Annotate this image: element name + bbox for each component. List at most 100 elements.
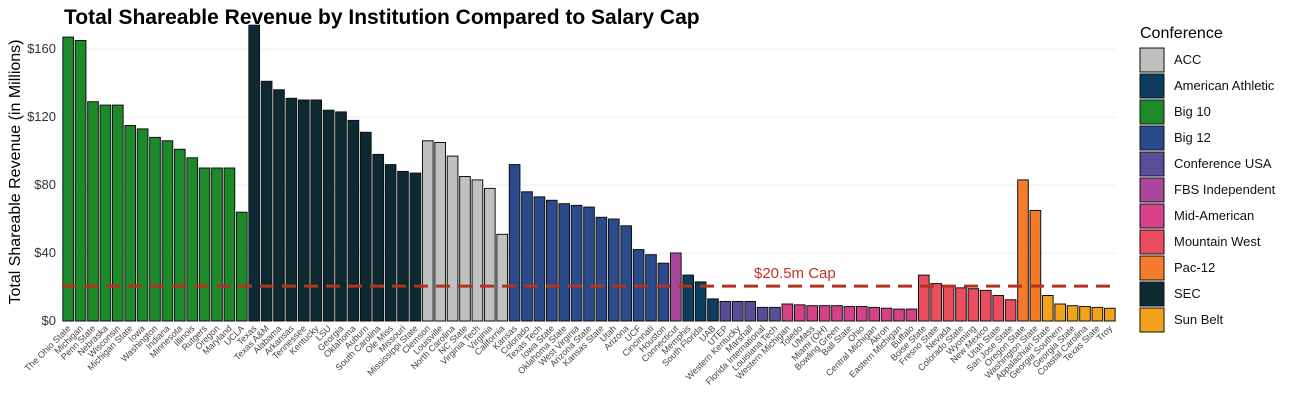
bar	[248, 24, 261, 322]
legend-title: Conference	[1140, 25, 1223, 42]
legend-label: Mountain West	[1174, 234, 1261, 249]
bar	[446, 155, 459, 322]
bar	[409, 172, 422, 322]
bar	[682, 274, 695, 322]
bar	[781, 303, 794, 322]
legend-swatch	[1139, 203, 1165, 229]
bar	[893, 308, 905, 322]
bar	[173, 148, 186, 322]
bar	[1091, 306, 1104, 322]
bar	[136, 128, 149, 322]
bar	[607, 218, 620, 322]
legend-label: ACC	[1174, 52, 1201, 67]
y-tick-label: $120	[27, 109, 56, 124]
bar	[1103, 307, 1116, 322]
bar	[806, 305, 819, 322]
bar	[310, 99, 323, 322]
bar	[1054, 303, 1067, 322]
legend-label: Sun Belt	[1174, 312, 1224, 327]
legend-swatch	[1139, 99, 1165, 125]
bar	[161, 140, 174, 322]
bar	[1017, 179, 1029, 322]
bar	[1029, 210, 1042, 322]
bar	[942, 286, 955, 322]
bar	[756, 306, 769, 322]
bar	[583, 206, 595, 322]
bar	[793, 304, 806, 322]
bar	[273, 89, 285, 322]
bar	[855, 306, 868, 322]
legend-swatch	[1139, 125, 1165, 151]
bar	[595, 216, 608, 322]
legend: Conference ACC American Athletic Big 10 Big…	[1139, 25, 1276, 333]
bar	[322, 109, 335, 322]
y-tick-label: $160	[27, 41, 56, 56]
bar	[149, 136, 161, 322]
bar	[905, 308, 918, 322]
y-tick-label: $40	[34, 245, 56, 260]
bar	[421, 140, 434, 322]
legend-label: Mid-American	[1174, 208, 1254, 223]
y-tick-label: $80	[34, 177, 56, 192]
bar	[384, 164, 397, 322]
bar	[211, 167, 223, 322]
bar	[434, 142, 447, 322]
legend-swatch	[1139, 177, 1165, 203]
bar	[87, 101, 99, 322]
bar	[372, 153, 385, 322]
legend-label: American Athletic	[1174, 78, 1275, 93]
bar	[471, 179, 484, 322]
bar	[235, 211, 248, 322]
bar	[570, 204, 583, 322]
salary-cap-line: $20.5m Cap	[62, 265, 1116, 288]
bar	[297, 99, 310, 322]
bar	[1004, 299, 1017, 322]
bar	[483, 187, 496, 322]
bar	[260, 80, 273, 322]
bar	[198, 167, 211, 322]
bar	[285, 97, 298, 322]
bar	[111, 104, 124, 322]
bar	[521, 191, 533, 322]
bar	[1066, 305, 1079, 322]
legend-swatch	[1139, 281, 1165, 307]
bar	[124, 125, 137, 322]
bar	[731, 300, 744, 322]
bar	[359, 131, 372, 322]
legend-label: Conference USA	[1174, 156, 1272, 171]
legend-label: SEC	[1174, 286, 1201, 301]
x-tick-label: Troy	[1095, 323, 1115, 343]
bar	[694, 281, 707, 322]
bar	[769, 306, 781, 322]
bar	[979, 289, 992, 322]
bar	[1041, 295, 1054, 322]
bar	[868, 306, 881, 322]
legend-swatch	[1139, 73, 1165, 99]
bar	[545, 199, 558, 322]
bars	[62, 24, 1116, 322]
bar	[508, 164, 521, 322]
legend-swatch	[1139, 47, 1165, 73]
chart-title: Total Shareable Revenue by Institution C…	[64, 6, 700, 29]
bar	[496, 233, 509, 322]
y-axis-label: Total Shareable Revenue (in Millions)	[7, 39, 24, 304]
bar	[62, 36, 75, 322]
bar	[99, 104, 112, 322]
legend-swatch	[1139, 255, 1165, 281]
bar	[831, 305, 843, 322]
legend-swatch	[1139, 229, 1165, 255]
y-axis-ticks: $0 $40 $80 $120 $160	[27, 41, 56, 328]
bar	[955, 287, 967, 322]
y-tick-label: $0	[42, 313, 56, 328]
bar	[657, 262, 670, 322]
bar	[744, 300, 757, 322]
bar	[347, 119, 360, 322]
legend-label: Big 10	[1174, 104, 1211, 119]
legend-swatch	[1139, 307, 1165, 333]
legend-label: FBS Independent	[1174, 182, 1276, 197]
bar	[992, 295, 1005, 322]
bar	[223, 167, 236, 322]
legend-label: Big 12	[1174, 130, 1211, 145]
